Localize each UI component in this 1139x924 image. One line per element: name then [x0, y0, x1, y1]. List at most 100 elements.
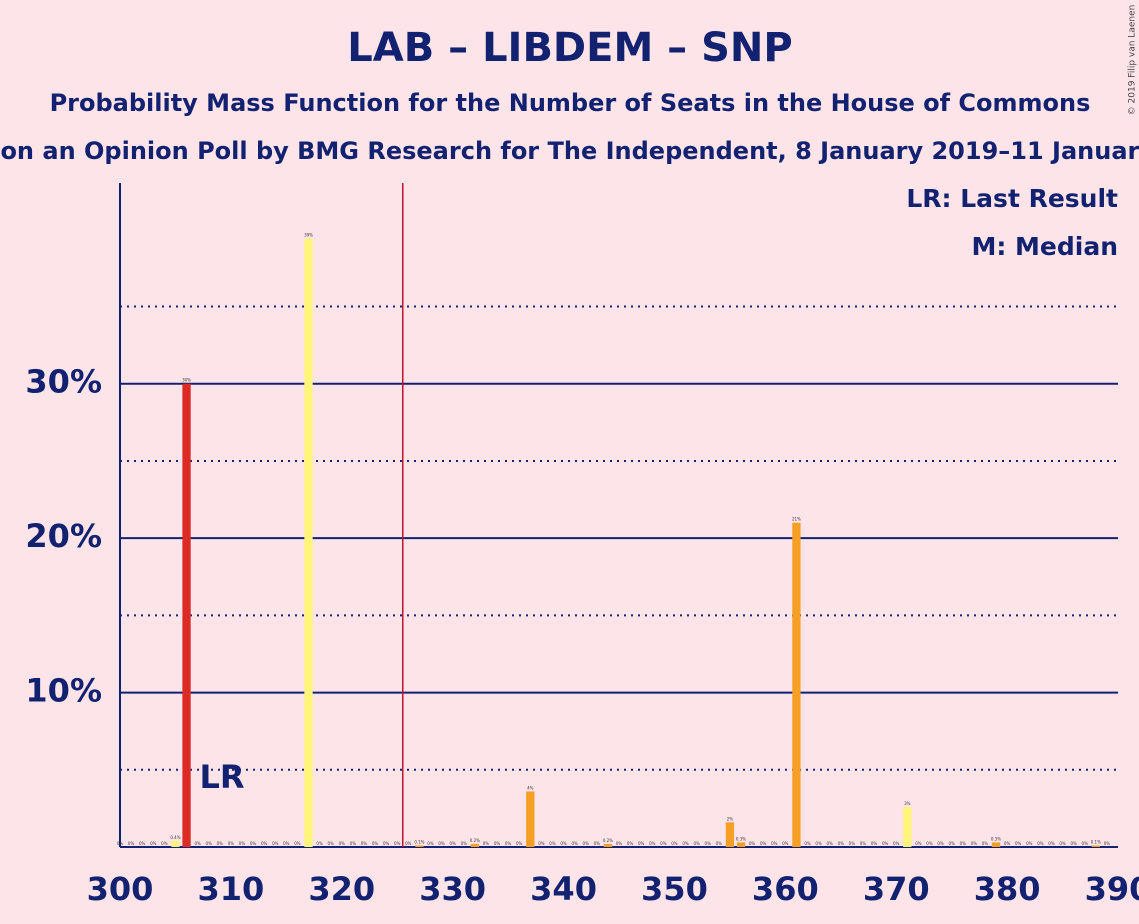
bar — [182, 383, 191, 847]
x-tick-label: 370 — [863, 870, 930, 908]
value-label: 0% — [483, 841, 490, 846]
value-label: 3% — [904, 801, 911, 806]
value-label: 0% — [815, 841, 822, 846]
value-label: 0% — [671, 841, 678, 846]
bar — [526, 791, 535, 847]
value-label: 0% — [616, 841, 623, 846]
x-tick-label: 310 — [197, 870, 264, 908]
bar — [736, 842, 746, 847]
value-label: 0% — [150, 841, 157, 846]
value-label: 0% — [1059, 841, 1066, 846]
value-label: 0% — [682, 841, 689, 846]
value-label: 0% — [339, 841, 346, 846]
value-label: 39% — [304, 233, 313, 238]
value-label: 0% — [638, 841, 645, 846]
value-label: 0.2% — [470, 838, 480, 843]
value-label: 0% — [771, 841, 778, 846]
legend-entry: M: Median — [971, 232, 1118, 261]
value-label: 0% — [583, 841, 590, 846]
value-label: 0% — [261, 841, 268, 846]
x-tick-label: 320 — [308, 870, 375, 908]
value-label: 0% — [283, 841, 290, 846]
value-label: 0% — [361, 841, 368, 846]
legend-entry: LR: Last Result — [906, 184, 1118, 213]
value-label: 0% — [161, 841, 168, 846]
value-label: 4% — [527, 785, 534, 790]
value-label: 0% — [383, 841, 390, 846]
value-label: 0% — [560, 841, 567, 846]
value-label: 0% — [427, 841, 434, 846]
chart-subtitle: Based on an Opinion Poll by BMG Research… — [0, 137, 1139, 165]
copyright: © 2019 Filip van Laenen — [1128, 5, 1138, 116]
value-label: 0% — [461, 841, 468, 846]
value-label: 0% — [516, 841, 523, 846]
value-label: 0% — [217, 841, 224, 846]
value-label: 0% — [827, 841, 834, 846]
value-label: 0% — [372, 841, 379, 846]
value-label: 0% — [316, 841, 323, 846]
value-label: 0% — [505, 841, 512, 846]
value-label: 0% — [594, 841, 601, 846]
bar — [603, 843, 613, 847]
value-label: 0% — [838, 841, 845, 846]
value-label: 0% — [1026, 841, 1033, 846]
value-label: 0% — [194, 841, 201, 846]
value-label: 0% — [438, 841, 445, 846]
value-label: 0% — [405, 841, 412, 846]
x-tick-label: 330 — [419, 870, 486, 908]
lr-label: LR — [200, 758, 245, 796]
chart-subtitle: Probability Mass Function for the Number… — [50, 89, 1091, 117]
bar — [470, 843, 480, 847]
value-label: 0% — [549, 841, 556, 846]
value-label: 0% — [926, 841, 933, 846]
value-label: 0% — [1037, 841, 1044, 846]
value-label: 0% — [948, 841, 955, 846]
value-label: 0% — [960, 841, 967, 846]
value-label: 0% — [394, 841, 401, 846]
bar — [171, 840, 180, 847]
bar — [1091, 845, 1100, 847]
value-label: 0% — [660, 841, 667, 846]
value-label: 0% — [849, 841, 856, 846]
value-label: 0% — [882, 841, 889, 846]
value-label: 0% — [915, 841, 922, 846]
value-label: 0% — [893, 841, 900, 846]
bar — [304, 238, 313, 847]
bar — [792, 522, 801, 847]
value-label: 0% — [982, 841, 989, 846]
value-label: 0% — [139, 841, 146, 846]
value-label: 0% — [494, 841, 501, 846]
x-tick-label: 360 — [752, 870, 819, 908]
value-label: 0% — [804, 841, 811, 846]
x-tick-label: 380 — [974, 870, 1041, 908]
value-label: 0.2% — [603, 838, 613, 843]
value-label: 0% — [1104, 841, 1111, 846]
value-label: 0% — [649, 841, 656, 846]
value-label: 0% — [1004, 841, 1011, 846]
value-label: 0% — [449, 841, 456, 846]
value-label: 0.4% — [170, 835, 180, 840]
x-tick-label: 350 — [641, 870, 708, 908]
value-label: 21% — [792, 517, 801, 522]
chart-title: LAB – LIBDEM – SNP — [347, 25, 792, 71]
value-label: 0% — [716, 841, 723, 846]
value-label: 0% — [705, 841, 712, 846]
value-label: 0% — [693, 841, 700, 846]
value-label: 0% — [871, 841, 878, 846]
value-label: 0% — [117, 841, 124, 846]
bar — [725, 822, 735, 847]
y-tick-label: 30% — [25, 363, 102, 401]
value-label: 0% — [1015, 841, 1022, 846]
value-label: 0% — [328, 841, 335, 846]
y-tick-label: 20% — [25, 517, 102, 555]
value-label: 0% — [971, 841, 978, 846]
value-label: 0% — [128, 841, 135, 846]
value-label: 0% — [782, 841, 789, 846]
value-label: 0.3% — [991, 836, 1001, 841]
value-label: 30% — [182, 378, 191, 383]
value-label: 0% — [627, 841, 634, 846]
bar — [991, 842, 1001, 847]
value-label: 0% — [749, 841, 756, 846]
value-label: 0% — [228, 841, 235, 846]
